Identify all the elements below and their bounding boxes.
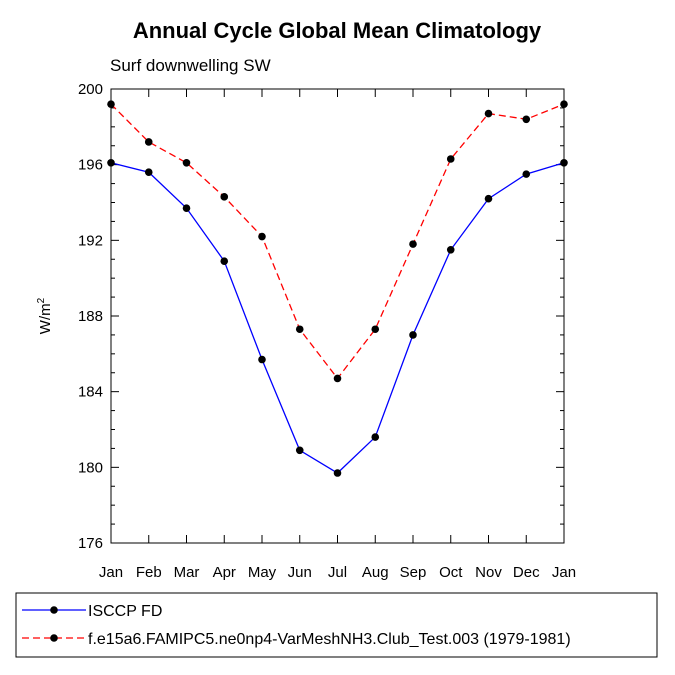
x-tick-label: Aug: [362, 564, 389, 581]
data-point: [295, 325, 304, 334]
x-tick-label: Apr: [213, 564, 236, 581]
x-tick-label: Feb: [136, 564, 162, 581]
y-tick-label: 184: [78, 384, 103, 401]
data-point: [484, 194, 493, 203]
data-point: [107, 100, 115, 108]
data-point: [446, 245, 455, 254]
y-tick-label: 192: [78, 232, 103, 249]
series-line-1: [110, 162, 565, 474]
x-tick-label: Oct: [439, 564, 463, 581]
x-tick-label: Dec: [513, 564, 540, 581]
series-layer: [107, 100, 568, 477]
data-point: [144, 138, 153, 146]
data-point: [522, 170, 531, 178]
plot-axes: 176 180 184 188 192 196 200 Jan Feb Mar Apr May Jun J…: [78, 81, 576, 581]
data-point: [560, 158, 568, 167]
legend-label-2: f.e15a6.FAMIPC5.ne0np4-VarMeshNH3.Club_T…: [88, 631, 571, 648]
y-tick-label: 196: [78, 157, 103, 174]
data-point: [258, 355, 266, 364]
x-tick-label: Jan: [99, 564, 123, 581]
data-point: [409, 240, 417, 248]
x-tick-label: Sep: [400, 564, 427, 581]
x-tick-label: Jan: [552, 564, 576, 581]
data-point: [484, 109, 493, 118]
data-point: [333, 469, 342, 477]
legend-marker: [50, 606, 58, 614]
x-tick-label: May: [248, 564, 277, 581]
data-point: [220, 193, 229, 201]
y-tick-label: 176: [78, 535, 103, 552]
chart-subtitle: Surf downwelling SW: [110, 56, 271, 75]
series-line-2: [110, 103, 565, 380]
data-point: [522, 115, 531, 124]
data-point: [107, 158, 115, 167]
legend-label-1: ISCCP FD: [88, 603, 162, 620]
legend: ISCCP FD f.e15a6.FAMIPC5.ne0np4-VarMeshNH…: [15, 592, 658, 658]
legend-box: [15, 592, 658, 658]
data-point: [144, 168, 153, 177]
chart-title: Annual Cycle Global Mean Climatology: [133, 18, 542, 43]
y-tick-label: 180: [78, 459, 103, 476]
data-point: [258, 232, 266, 241]
data-point: [446, 155, 455, 163]
data-point: [409, 331, 417, 339]
data-point: [182, 158, 191, 167]
y-axis-label: W/m2: [36, 297, 54, 334]
y-tick-label: 200: [78, 81, 103, 98]
data-point: [333, 374, 342, 383]
data-point: [371, 325, 380, 334]
x-tick-label: Jun: [288, 564, 312, 581]
data-point: [220, 257, 229, 265]
x-tick-label: Mar: [174, 564, 200, 581]
data-point: [560, 100, 568, 108]
data-point: [182, 204, 191, 212]
x-tick-label: Nov: [475, 564, 502, 581]
data-point: [295, 446, 304, 455]
legend-marker: [50, 634, 58, 642]
x-tick-label: Jul: [328, 564, 347, 581]
data-point: [371, 433, 380, 441]
y-tick-label: 188: [78, 308, 103, 325]
